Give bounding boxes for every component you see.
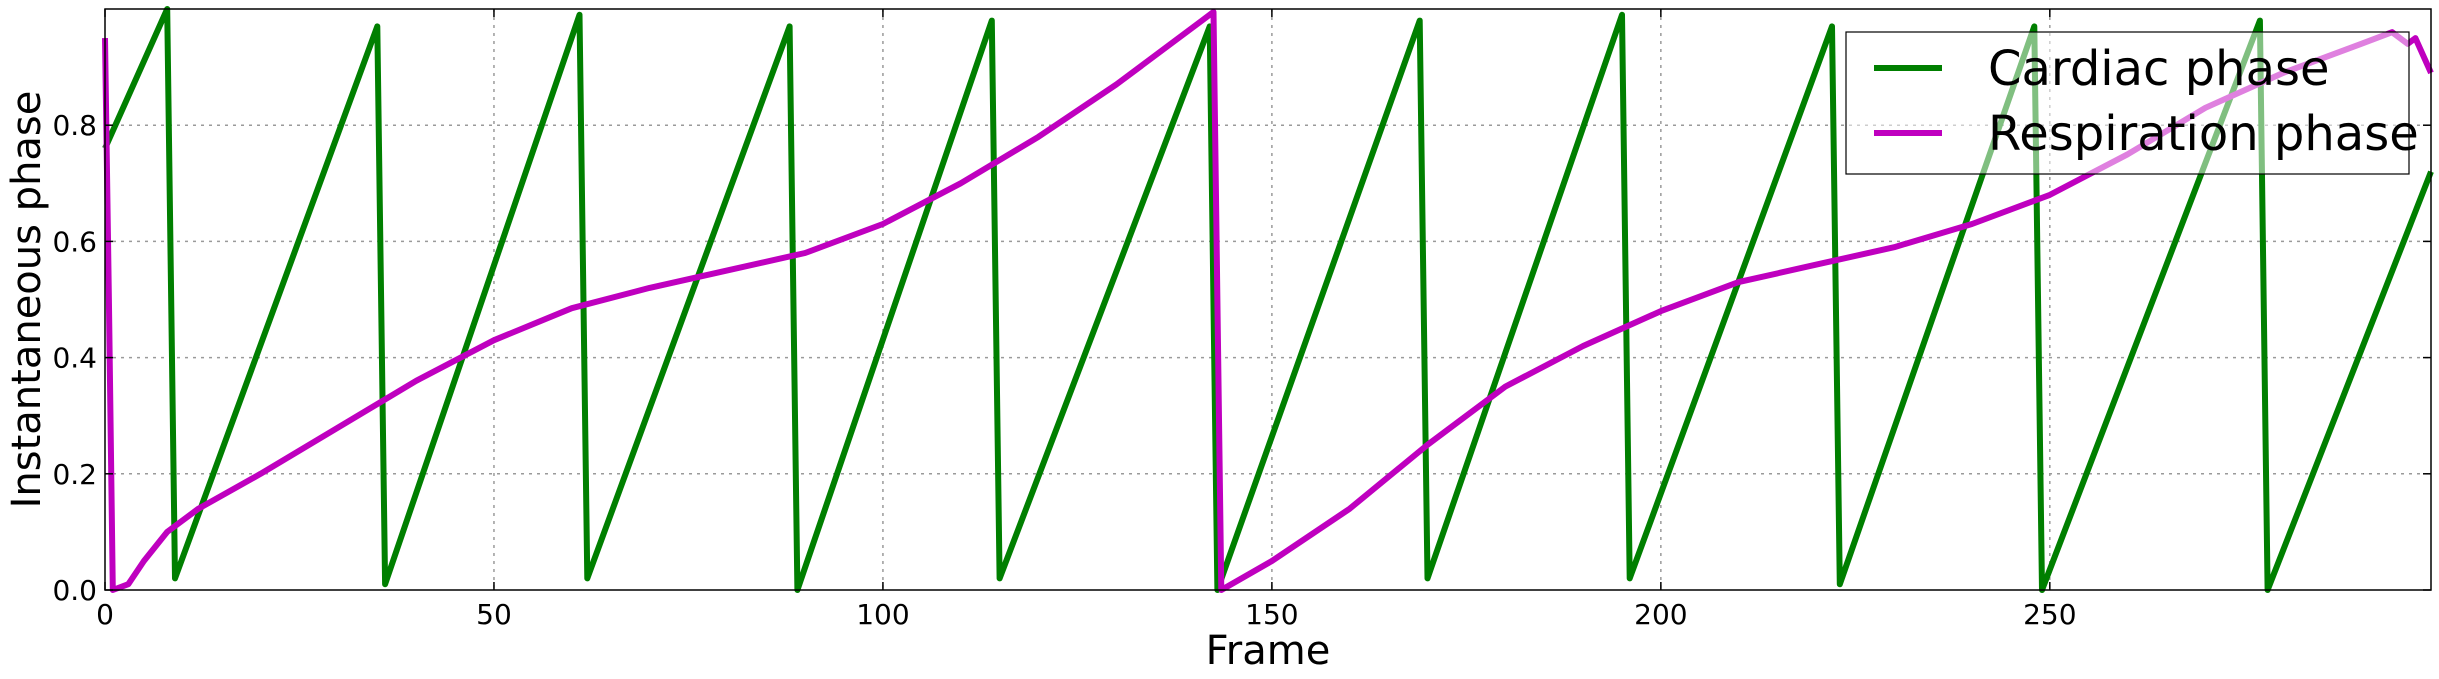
legend-label-cardiac: Cardiac phase <box>1988 41 2330 97</box>
legend: Cardiac phase Respiration phase <box>1845 31 2419 175</box>
x-tick-labels: 0 50 100 150 200 250 <box>96 598 2076 631</box>
x-tick-label: 250 <box>2023 598 2076 631</box>
x-tick-label: 50 <box>476 598 512 631</box>
x-axis-title: Frame <box>1206 628 1331 674</box>
y-axis-title: Instantaneous phase <box>4 91 50 509</box>
legend-label-respiration: Respiration phase <box>1988 106 2419 162</box>
y-tick-label: 0.6 <box>52 225 97 258</box>
plot-area-frame <box>104 8 2432 591</box>
tick-marks <box>104 9 2431 591</box>
y-tick-label: 0.8 <box>52 109 97 142</box>
x-tick-label: 0 <box>96 598 114 631</box>
x-tick-label: 150 <box>1245 598 1298 631</box>
y-tick-labels: 0.0 0.2 0.4 0.6 0.8 <box>52 109 97 607</box>
legend-box <box>1845 31 2410 175</box>
y-tick-label: 0.0 <box>52 574 97 607</box>
y-tick-label: 0.2 <box>52 458 97 491</box>
y-tick-label: 0.4 <box>52 342 97 375</box>
x-tick-label: 100 <box>856 598 909 631</box>
x-tick-label: 200 <box>1634 598 1687 631</box>
